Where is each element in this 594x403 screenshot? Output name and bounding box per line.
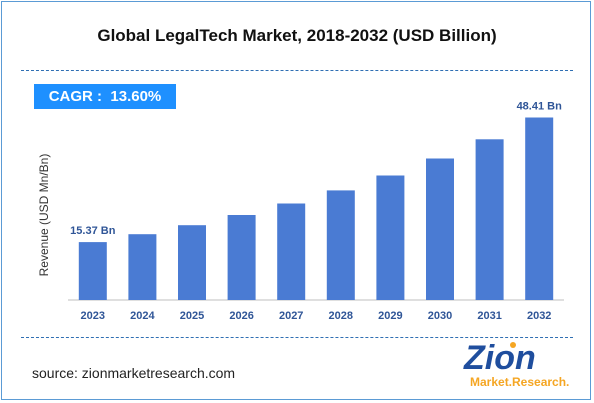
x-tick-2032: 2032 xyxy=(527,310,551,322)
data-label-2032: 48.41 Bn xyxy=(517,101,563,113)
data-label-2023: 15.37 Bn xyxy=(70,225,116,237)
bar-2025 xyxy=(178,225,206,300)
bar-2029 xyxy=(376,175,405,300)
cagr-badge: CAGR : 13.60% xyxy=(34,84,176,109)
logo-main-text: Zion xyxy=(463,339,536,377)
x-tick-2023: 2023 xyxy=(81,310,105,322)
bar-2026 xyxy=(227,215,256,300)
x-ticks-group: 2023 2024 2025 2026 2027 2028 2029 2030 2031 2032 xyxy=(81,310,552,322)
bar-2028 xyxy=(326,190,355,300)
zion-logo: Zion Market.Research. xyxy=(463,339,569,389)
x-tick-2026: 2026 xyxy=(229,310,253,322)
top-divider xyxy=(21,70,573,71)
x-tick-2025: 2025 xyxy=(180,310,204,322)
x-tick-2027: 2027 xyxy=(279,310,303,322)
bars-group xyxy=(78,117,554,300)
logo-sub-text: Market.Research. xyxy=(470,375,569,389)
x-tick-2030: 2030 xyxy=(428,310,452,322)
bar-2027 xyxy=(277,203,306,300)
x-tick-2031: 2031 xyxy=(477,310,501,322)
x-tick-2029: 2029 xyxy=(378,310,402,322)
bar-2023 xyxy=(78,242,107,300)
data-labels-group: 15.37 Bn 48.41 Bn xyxy=(70,101,562,238)
bar-2030 xyxy=(426,158,454,300)
bar-2031 xyxy=(475,139,504,300)
x-tick-2024: 2024 xyxy=(130,310,155,322)
logo-dot-icon xyxy=(510,342,516,348)
y-axis-label: Revenue (USD Mn/Bn) xyxy=(37,154,51,277)
chart-title: Global LegalTech Market, 2018-2032 (USD … xyxy=(97,26,497,45)
source-note: source: zionmarketresearch.com xyxy=(32,365,236,381)
bar-2024 xyxy=(128,234,157,300)
bottom-divider xyxy=(21,337,573,338)
x-tick-2028: 2028 xyxy=(329,310,353,322)
bar-2032 xyxy=(525,117,554,300)
